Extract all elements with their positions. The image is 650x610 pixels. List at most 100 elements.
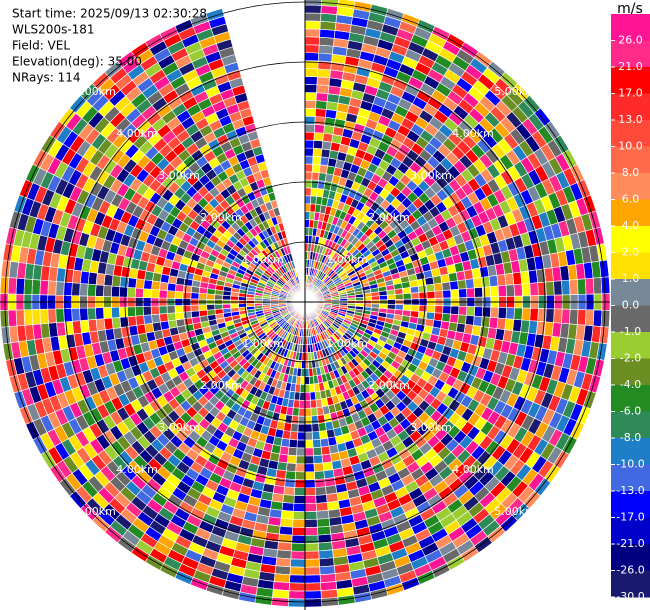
gate	[313, 132, 325, 142]
colorbar-label: -1.0	[620, 325, 641, 338]
gate	[175, 318, 186, 328]
colorbar-label: 6.0	[622, 193, 640, 206]
gate	[449, 280, 459, 291]
gate	[159, 281, 169, 291]
gate	[111, 306, 121, 319]
colorbar-label: -4.0	[620, 378, 641, 391]
gate	[504, 272, 515, 286]
gate	[584, 277, 595, 295]
gate	[126, 286, 137, 298]
ring-label: 2.00km	[200, 379, 242, 392]
gate	[276, 461, 288, 472]
gate	[287, 446, 298, 457]
gate	[297, 415, 306, 425]
gate	[273, 573, 291, 584]
gate	[457, 314, 467, 325]
gate	[310, 399, 318, 409]
gate	[304, 558, 320, 568]
gate	[378, 294, 388, 301]
gate	[497, 285, 507, 297]
gate	[316, 517, 331, 528]
gate	[310, 407, 318, 417]
gate	[449, 313, 459, 324]
ring-label: 5.00km	[494, 505, 536, 518]
gate	[312, 147, 323, 158]
gate	[304, 439, 314, 449]
gate	[304, 211, 311, 220]
gate	[174, 311, 185, 321]
gate	[314, 124, 325, 134]
gate	[304, 574, 321, 584]
gate	[304, 431, 313, 441]
gate	[127, 277, 138, 289]
gate	[182, 311, 193, 320]
ring-label: 2.00km	[368, 379, 410, 392]
gate	[272, 581, 290, 591]
gate	[304, 495, 317, 504]
gate	[103, 285, 113, 297]
gate	[308, 367, 314, 377]
gate	[47, 308, 57, 324]
gate	[313, 454, 324, 465]
gate	[316, 84, 330, 94]
gate	[304, 566, 321, 576]
gate	[309, 391, 317, 401]
gate	[135, 278, 145, 289]
ring-label: 3.00km	[410, 169, 452, 182]
gate	[308, 375, 315, 385]
gate	[31, 279, 41, 295]
gate	[466, 306, 476, 317]
gate	[355, 296, 364, 301]
gate	[304, 479, 316, 489]
gate	[166, 290, 176, 299]
colorbar-label: -17.0	[616, 511, 644, 524]
gate	[158, 289, 168, 299]
gate	[318, 422, 327, 432]
gate	[304, 76, 318, 86]
gate	[304, 399, 312, 409]
gate	[521, 307, 531, 321]
colorbar-label: 21.0	[618, 60, 643, 73]
gate	[304, 195, 312, 205]
gate	[304, 376, 310, 385]
gate	[318, 430, 329, 440]
gate	[275, 557, 292, 568]
gate	[465, 315, 475, 326]
gate	[314, 470, 325, 480]
gate	[15, 309, 26, 327]
gate	[304, 179, 313, 189]
gate	[304, 92, 317, 101]
header-line: Field: VEL	[12, 39, 70, 53]
gate	[489, 306, 499, 319]
gate	[600, 309, 611, 328]
gate	[402, 287, 412, 295]
gate	[488, 275, 499, 287]
gate	[505, 284, 515, 297]
gate	[394, 293, 404, 300]
gate	[304, 36, 320, 46]
gate	[512, 318, 523, 333]
gate	[296, 439, 306, 449]
gate	[465, 278, 475, 289]
gate	[87, 283, 97, 297]
gate	[31, 309, 41, 325]
gate	[569, 309, 579, 325]
gate	[320, 5, 339, 15]
gate	[576, 309, 587, 326]
gate	[473, 286, 484, 298]
radar-gates	[0, 0, 611, 608]
gate	[142, 288, 152, 299]
gate	[206, 309, 216, 316]
gate	[592, 277, 603, 295]
gate	[282, 494, 295, 504]
gate	[0, 276, 10, 295]
gate	[513, 307, 523, 321]
gate	[23, 309, 34, 326]
gate	[174, 290, 184, 299]
gate	[417, 284, 428, 293]
gate	[304, 526, 319, 536]
gate	[276, 549, 292, 560]
gate	[111, 285, 121, 298]
header-line: Elevation(deg): 35.00	[12, 55, 142, 69]
